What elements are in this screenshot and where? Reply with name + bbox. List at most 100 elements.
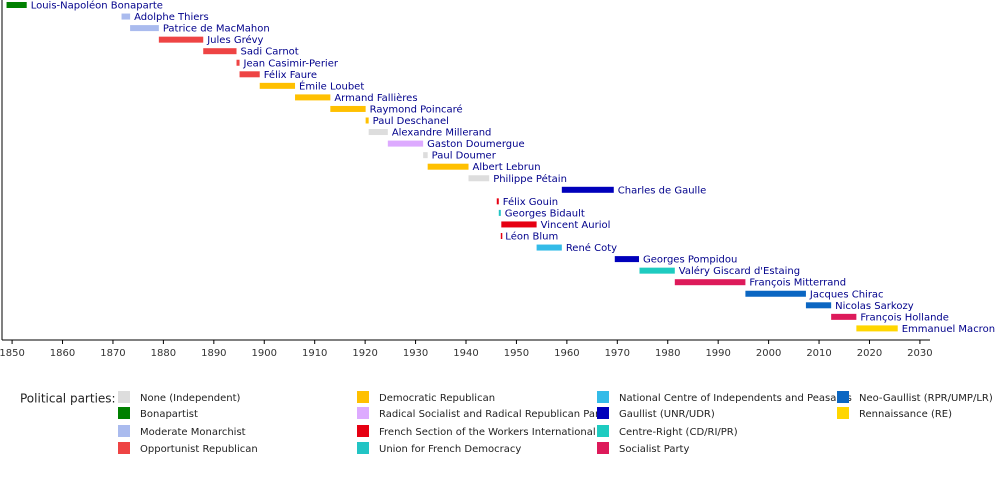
president-label: Georges Bidault <box>505 208 585 219</box>
legend-swatch <box>357 442 369 454</box>
legend-swatch <box>597 425 609 437</box>
president-label: Gaston Doumergue <box>427 139 524 150</box>
president-label: Georges Pompidou <box>643 255 737 266</box>
president-label: Raymond Poincaré <box>370 103 463 115</box>
president-label: Philippe Pétain <box>493 173 567 185</box>
term-bar <box>500 233 503 239</box>
x-tick-label: 1940 <box>453 348 478 359</box>
legend-swatch <box>118 425 130 437</box>
x-tick-label: 1900 <box>252 348 277 359</box>
term-bar <box>239 71 260 78</box>
term-bar <box>368 129 388 136</box>
term-bar <box>423 152 428 159</box>
president-label: Paul Doumer <box>432 151 497 162</box>
x-tick-label: 1870 <box>100 348 125 359</box>
term-bar <box>158 36 204 43</box>
term-bar <box>121 13 131 20</box>
term-bar <box>6 2 27 8</box>
term-bar <box>427 163 469 170</box>
term-bar <box>561 186 614 193</box>
president-label: Sadi Carnot <box>241 47 299 58</box>
term-bar <box>330 105 366 112</box>
x-tick-label: 2020 <box>857 348 882 359</box>
president-label: Louis-Napoléon Bonaparte <box>31 0 163 12</box>
legend-swatch <box>118 407 130 419</box>
x-tick-label: 1960 <box>554 348 579 359</box>
term-bar <box>295 94 331 101</box>
legend-swatch <box>597 407 609 419</box>
legend-swatch <box>118 391 130 403</box>
term-bar <box>496 198 499 205</box>
legend-label: National Centre of Independents and Peas… <box>619 393 852 404</box>
legend-label: French Section of the Workers Internatio… <box>379 427 596 438</box>
term-bar <box>639 267 675 274</box>
president-label: Alexandre Millerand <box>392 128 492 139</box>
president-label: Félix Faure <box>264 69 317 81</box>
president-label: Patrice de MacMahon <box>163 24 270 35</box>
x-tick-label: 2000 <box>756 348 781 359</box>
president-label: Adolphe Thiers <box>134 12 209 23</box>
term-bar <box>614 256 639 263</box>
x-tick-label: 1880 <box>151 348 176 359</box>
legend-label: Neo-Gaullist (RPR/UMP/LR) <box>859 393 993 404</box>
term-bar <box>203 48 237 55</box>
president-label: François Hollande <box>860 312 949 323</box>
term-bar <box>501 221 537 228</box>
president-label: Jules Grévy <box>206 34 263 46</box>
legend-swatch <box>837 407 849 419</box>
legend-label: Rennaissance (RE) <box>859 409 952 420</box>
legend-label: Socialist Party <box>619 444 689 455</box>
term-bar <box>745 290 806 297</box>
legend-label: Democratic Republican <box>379 393 495 404</box>
term-bar <box>831 313 857 320</box>
legend-label: Radical Socialist and Radical Republican… <box>379 409 609 420</box>
president-label: Vincent Auriol <box>541 220 611 231</box>
president-label: Émile Loubet <box>299 79 364 92</box>
x-tick-label: 1930 <box>403 348 428 359</box>
x-tick-label: 2010 <box>806 348 831 359</box>
term-bar <box>365 117 369 124</box>
term-bar <box>130 25 159 32</box>
term-bar <box>468 175 490 182</box>
term-bar <box>259 82 296 89</box>
president-label: Nicolas Sarkozy <box>835 301 914 312</box>
x-tick-label: 1980 <box>655 348 680 359</box>
x-tick-label: 2030 <box>907 348 932 359</box>
term-bar <box>805 302 832 309</box>
president-label: Léon Blum <box>505 231 558 243</box>
legend-swatch <box>357 425 369 437</box>
x-tick-label: 1990 <box>705 348 730 359</box>
legend-title: Political parties: <box>20 392 116 406</box>
x-tick-label: 1910 <box>302 348 327 359</box>
legend-swatch <box>357 407 369 419</box>
president-label: Jacques Chirac <box>809 289 884 300</box>
x-tick-label: 1850 <box>0 348 25 359</box>
term-bar <box>856 325 898 332</box>
legend-swatch <box>837 391 849 403</box>
term-bar <box>387 140 424 147</box>
x-tick-label: 1890 <box>201 348 226 359</box>
legend-swatch <box>597 442 609 454</box>
president-label: René Coty <box>566 242 617 254</box>
legend-label: None (Independent) <box>140 393 241 404</box>
x-tick-label: 1970 <box>605 348 630 359</box>
legend-label: Bonapartist <box>140 409 198 420</box>
legend-label: Union for French Democracy <box>379 444 521 455</box>
legend-swatch <box>597 391 609 403</box>
president-label: Armand Fallières <box>334 92 417 104</box>
president-label: Jean Casimir-Perier <box>243 58 339 69</box>
term-bar <box>674 279 746 286</box>
legend-swatch <box>357 391 369 403</box>
legend-label: Opportunist Republican <box>140 444 258 455</box>
president-label: Charles de Gaulle <box>618 185 706 196</box>
term-bar <box>536 244 562 251</box>
legend-swatch <box>118 442 130 454</box>
x-tick-label: 1920 <box>352 348 377 359</box>
legend-label: Gaullist (UNR/UDR) <box>619 409 715 420</box>
president-label: François Mitterrand <box>749 278 846 289</box>
president-label: Emmanuel Macron <box>902 324 995 335</box>
legend-label: Centre-Right (CD/RI/PR) <box>619 427 738 438</box>
president-label: Paul Deschanel <box>373 116 449 127</box>
term-bar <box>236 59 240 66</box>
